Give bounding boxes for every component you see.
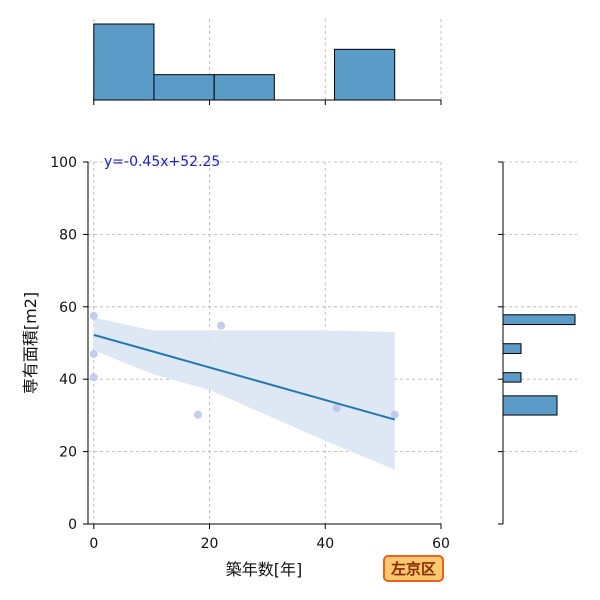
regression-equation: y=-0.45x+52.25 [104,154,220,170]
hist-x-bar [153,74,215,101]
x-tick-label: 20 [201,536,219,552]
hist-x-bar [334,48,396,101]
main-scatter-plot: 0 20 40 60 0 20 40 60 80 100 [50,155,450,552]
hist-x-bar [93,23,155,101]
x-tick-label: 0 [89,536,98,552]
y-tick-label: 80 [59,227,77,243]
ward-badge-label: 左京区 [390,560,436,578]
y-tick-label: 40 [59,372,77,388]
scatter-point [217,321,226,330]
scatter-point [89,373,98,382]
scatter-point [89,311,98,320]
hist-y-bar [502,343,522,354]
ward-badge-box [383,555,444,582]
ward-badge: 左京区 [383,555,444,582]
y-tick-label: 20 [59,445,77,461]
marginal-x-histogram [93,19,442,105]
scatter-point [89,349,98,358]
hist-y-bar [502,314,576,326]
y-axis-title: 専有面積[m2] [21,292,40,394]
hist-y-bar [502,372,522,383]
marginal-y-histogram [498,161,577,525]
x-tick-label: 40 [316,536,334,552]
hist-y-bar [502,395,558,416]
scatter-point [193,410,202,419]
regression-line [93,333,395,421]
scatter-point [332,404,341,413]
confidence-band [93,317,395,470]
scatter-point [390,410,399,419]
y-tick-label: 100 [50,155,77,171]
x-axis-title: 築年数[年] [226,560,303,579]
x-tick-label: 60 [432,536,450,552]
y-tick-label: 60 [59,300,77,316]
hist-x-bar [213,74,275,101]
y-tick-label: 0 [68,517,77,533]
